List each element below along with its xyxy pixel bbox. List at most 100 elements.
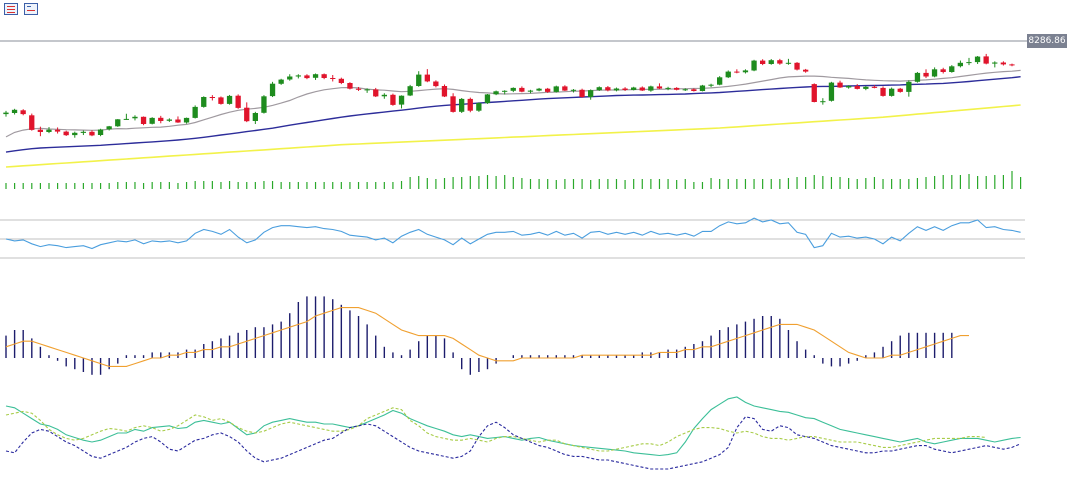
candle-body bbox=[519, 87, 525, 92]
candle-body bbox=[80, 131, 86, 133]
candle-body bbox=[321, 74, 327, 78]
candle-body bbox=[209, 97, 215, 98]
candle-body bbox=[106, 126, 112, 130]
candle-body bbox=[691, 89, 697, 91]
candle-body bbox=[863, 86, 869, 89]
candle-body bbox=[708, 84, 714, 86]
ma-short-line bbox=[5, 69, 1021, 138]
candle-body bbox=[433, 81, 439, 87]
candle-body bbox=[226, 95, 233, 104]
candle-body bbox=[373, 89, 379, 97]
candle-body bbox=[441, 86, 448, 97]
candle-body bbox=[828, 82, 835, 101]
candle-body bbox=[20, 110, 26, 115]
candle-body bbox=[3, 112, 9, 115]
candle-body bbox=[631, 87, 637, 90]
candle-body bbox=[605, 87, 611, 91]
candle-body bbox=[355, 88, 362, 90]
macd-signal-line bbox=[5, 307, 969, 367]
candle-body bbox=[777, 60, 783, 64]
candle-body bbox=[304, 75, 310, 79]
candle-body bbox=[175, 119, 181, 123]
candle-body bbox=[854, 86, 860, 89]
candle-body bbox=[149, 117, 155, 124]
candle-body bbox=[768, 60, 774, 64]
candle-body bbox=[931, 69, 938, 77]
candle-body bbox=[957, 62, 963, 67]
candle-body bbox=[570, 89, 577, 91]
candle-body bbox=[820, 101, 826, 103]
candle-body bbox=[914, 72, 921, 82]
candle-body bbox=[846, 86, 852, 88]
candle-body bbox=[889, 88, 895, 96]
candle-body bbox=[54, 129, 61, 132]
candle-body bbox=[476, 103, 482, 111]
candle-body bbox=[966, 62, 972, 64]
candle-body bbox=[115, 119, 121, 127]
candle-body bbox=[983, 56, 989, 64]
candle-body bbox=[347, 83, 353, 89]
candle-body bbox=[949, 66, 955, 72]
candle-body bbox=[596, 87, 602, 91]
candle-body bbox=[648, 86, 654, 91]
candle-body bbox=[330, 78, 336, 79]
candle-body bbox=[502, 90, 508, 92]
candle-body bbox=[1009, 64, 1015, 66]
candle-body bbox=[398, 95, 405, 105]
candle-body bbox=[381, 94, 387, 97]
candle-body bbox=[527, 90, 534, 92]
candle-body bbox=[871, 86, 878, 88]
candle-body bbox=[811, 84, 817, 102]
candle-body bbox=[450, 96, 456, 112]
candle-body bbox=[545, 88, 551, 92]
candle-body bbox=[278, 79, 284, 84]
candle-body bbox=[803, 69, 809, 72]
candle-body bbox=[510, 87, 516, 91]
candle-body bbox=[760, 60, 766, 64]
candle-body bbox=[897, 88, 903, 92]
candle-body bbox=[201, 97, 207, 107]
chart-settings-icon[interactable] bbox=[24, 3, 38, 15]
candle-body bbox=[63, 131, 69, 136]
candle-body bbox=[459, 98, 465, 112]
candle-body bbox=[923, 72, 929, 77]
candle-body bbox=[295, 75, 301, 77]
candle-body bbox=[992, 62, 998, 64]
candle-body bbox=[493, 91, 499, 95]
candle-body bbox=[140, 116, 147, 124]
candle-body bbox=[192, 106, 198, 118]
candle-body bbox=[699, 85, 706, 91]
candle-body bbox=[880, 87, 886, 96]
candle-body bbox=[562, 86, 568, 91]
candle-body bbox=[837, 82, 843, 88]
last-price-label: 8286.86 bbox=[1027, 34, 1067, 48]
candle-body bbox=[407, 86, 413, 96]
candle-body bbox=[613, 88, 620, 91]
candle-body bbox=[751, 60, 757, 71]
ma-long-line bbox=[5, 104, 1021, 168]
candle-body bbox=[717, 77, 723, 85]
candle-body bbox=[794, 62, 800, 70]
list-view-icon[interactable] bbox=[4, 3, 18, 15]
kdj-k-line bbox=[5, 396, 1021, 457]
candle-body bbox=[674, 87, 680, 90]
candle-body bbox=[682, 89, 688, 91]
candle-body bbox=[579, 89, 585, 97]
candle-body bbox=[158, 117, 164, 121]
candle-body bbox=[252, 113, 258, 121]
candle-body bbox=[244, 107, 250, 122]
candle-body bbox=[734, 71, 740, 73]
candle-body bbox=[553, 86, 559, 92]
candle-body bbox=[166, 119, 172, 121]
candle-body bbox=[338, 78, 344, 83]
candle-body bbox=[132, 116, 138, 119]
candle-body bbox=[312, 74, 319, 78]
candle-body bbox=[484, 94, 491, 104]
candle-body bbox=[269, 83, 276, 97]
candle-body bbox=[974, 56, 981, 63]
candle-body bbox=[37, 129, 43, 132]
kdj-j-line bbox=[5, 416, 1021, 470]
candle-body bbox=[11, 109, 18, 113]
candle-body bbox=[183, 117, 190, 123]
